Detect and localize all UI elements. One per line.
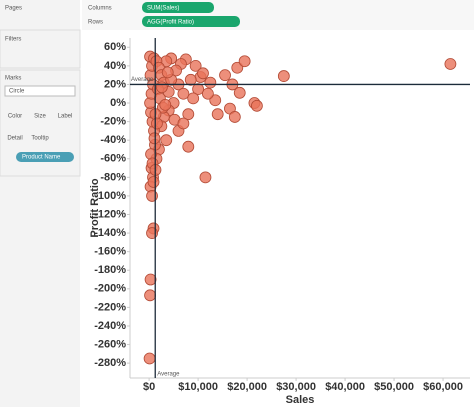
reference-label: Average: [157, 372, 180, 378]
y-tick-label: -240%: [94, 320, 126, 332]
y-tick-label: -60%: [100, 153, 126, 165]
point: [147, 176, 160, 188]
product-pill-text: Product Name: [22, 155, 61, 161]
point: [187, 92, 200, 105]
point: [231, 61, 244, 74]
y-tick-label: -20%: [100, 116, 126, 128]
mark-button-label: Tooltip: [31, 136, 49, 142]
point: [182, 108, 195, 121]
point: [148, 132, 161, 145]
point: [444, 58, 457, 70]
point: [219, 69, 231, 82]
point: [144, 289, 156, 302]
y-tick-label: -160%: [94, 246, 126, 258]
y-axis-title: Profit Ratio: [89, 178, 101, 238]
point: [250, 99, 263, 112]
x-tick-label: $20,000: [227, 381, 267, 393]
product-pill[interactable]: [16, 152, 74, 162]
point: [177, 87, 190, 100]
y-tick-label: -40%: [100, 134, 126, 146]
point: [211, 108, 224, 121]
point: [204, 76, 217, 89]
y-tick-label: 40%: [104, 60, 126, 72]
point: [160, 134, 173, 147]
point: [277, 70, 290, 82]
point: [192, 83, 204, 95]
mark-button[interactable]: [4, 103, 26, 121]
rows-label: Rows: [88, 20, 103, 26]
y-tick-label: -220%: [94, 301, 126, 313]
y-tick-label: -120%: [94, 208, 126, 220]
point: [209, 94, 222, 107]
point: [182, 140, 195, 153]
point: [151, 117, 163, 130]
reference-label: Average: [131, 77, 154, 83]
point: [177, 117, 190, 130]
mark-button[interactable]: [4, 125, 26, 143]
filters-label: Filters: [5, 37, 21, 43]
mark-type-dropdown[interactable]: [4, 85, 76, 97]
point: [228, 111, 241, 123]
columns-pill[interactable]: [142, 2, 214, 13]
pages-label: Pages: [5, 6, 22, 12]
y-tick-label: -180%: [94, 264, 126, 276]
columns-label: Columns: [88, 6, 112, 12]
x-tick-label: $0: [143, 381, 155, 393]
mark-buttons: Color Size Label Detail Tooltip: [4, 103, 76, 143]
x-tick-label: $60,000: [423, 381, 463, 393]
y-tick-label: 60%: [104, 41, 126, 53]
mark-button[interactable]: [54, 103, 76, 121]
x-axis-title: Sales: [286, 394, 315, 406]
point: [197, 67, 209, 80]
point: [238, 55, 251, 68]
y-tick-label: -80%: [100, 171, 126, 183]
shelves: [82, 0, 474, 30]
y-tick-label: 20%: [104, 78, 126, 90]
marks-label: Marks: [5, 76, 21, 82]
mark-button-label: Detail: [7, 136, 22, 142]
y-tick-label: -260%: [94, 338, 126, 350]
point: [233, 86, 246, 99]
point: [144, 273, 157, 286]
y-tick-label: -200%: [94, 283, 126, 295]
filters-card: [0, 29, 81, 69]
point: [146, 190, 158, 202]
rows-pill-text: AGG(Profit Ratio): [147, 20, 194, 26]
mark-button[interactable]: [29, 125, 51, 143]
y-tick-label: -100%: [94, 190, 126, 202]
x-tick-label: $50,000: [374, 381, 414, 393]
point: [184, 73, 197, 86]
point: [189, 59, 202, 72]
x-tick-label: $30,000: [276, 381, 316, 393]
point: [159, 98, 172, 111]
y-tick-label: -140%: [94, 227, 126, 239]
x-tick-label: $10,000: [178, 381, 218, 393]
point: [146, 227, 158, 239]
point: [155, 81, 168, 94]
mark-button-label: Label: [58, 114, 73, 120]
rows-pill[interactable]: [142, 16, 240, 27]
columns-pill-text: SUM(Sales): [147, 6, 179, 12]
y-tick-label: 0%: [110, 97, 126, 109]
point: [199, 171, 212, 184]
point: [143, 352, 156, 365]
mark-type: Circle: [9, 89, 25, 95]
point: [201, 87, 214, 100]
mark-button[interactable]: [29, 103, 51, 121]
x-tick-label: $40,000: [325, 381, 365, 393]
y-tick-label: -280%: [94, 357, 126, 369]
point: [161, 66, 174, 79]
mark-button-label: Color: [8, 114, 22, 120]
mark-button-label: Size: [34, 114, 46, 120]
